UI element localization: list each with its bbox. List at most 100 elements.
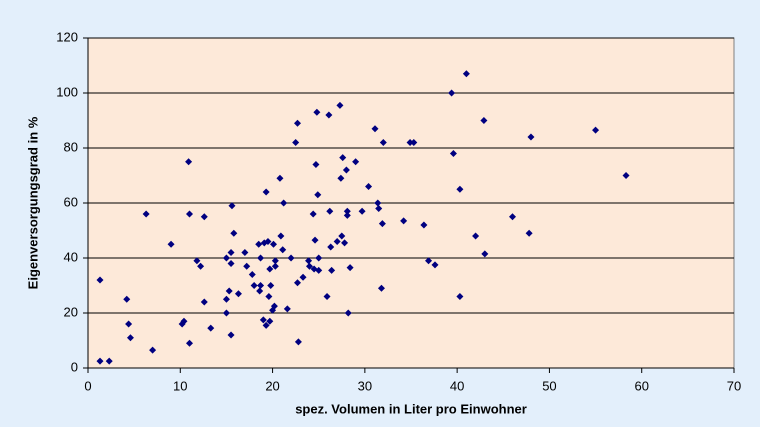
data-point <box>315 266 323 274</box>
data-point <box>234 290 242 298</box>
data-point <box>312 161 320 168</box>
data-point <box>328 266 336 274</box>
data-point <box>256 287 264 295</box>
data-point <box>406 139 414 146</box>
data-point <box>371 125 379 133</box>
data-point <box>193 257 201 265</box>
data-point <box>269 240 277 248</box>
data-point <box>326 207 334 215</box>
data-point <box>243 262 251 270</box>
data-point <box>222 254 230 262</box>
data-point <box>622 172 630 179</box>
x-tick-label: 30 <box>358 378 372 393</box>
data-point <box>456 185 464 193</box>
data-point <box>267 282 275 289</box>
data-point <box>305 262 313 270</box>
data-point <box>262 321 270 329</box>
data-point <box>449 150 457 157</box>
data-point <box>230 229 238 237</box>
data-point <box>293 279 301 287</box>
data-point <box>266 265 274 273</box>
data-point <box>186 210 194 218</box>
data-point <box>125 320 133 328</box>
data-point <box>456 293 464 300</box>
data-point <box>294 338 302 346</box>
data-point <box>279 246 287 254</box>
data-point <box>222 309 230 317</box>
x-tick-label: 50 <box>542 378 556 393</box>
data-point <box>327 243 335 251</box>
data-point <box>400 217 408 225</box>
y-tick-label: 0 <box>71 359 78 374</box>
data-point <box>228 202 236 210</box>
data-point <box>200 298 208 306</box>
data-point <box>262 188 270 196</box>
data-point <box>448 89 456 97</box>
data-point <box>525 229 533 237</box>
data-point <box>96 276 104 284</box>
x-tick-label: 20 <box>265 378 279 393</box>
data-point <box>123 295 131 303</box>
data-point <box>227 249 235 256</box>
data-point <box>325 111 333 119</box>
data-point <box>197 262 205 270</box>
data-point <box>336 101 344 109</box>
y-tick-label: 100 <box>56 84 78 99</box>
data-point <box>222 295 230 303</box>
data-point <box>167 240 175 248</box>
y-axis-title: Eigenversorgungsgrad in % <box>25 116 40 289</box>
data-point <box>142 210 150 218</box>
data-point <box>337 174 345 182</box>
data-point <box>420 221 428 229</box>
data-point <box>200 213 208 221</box>
y-tick-label: 60 <box>64 194 78 209</box>
x-tick-label: 70 <box>727 378 741 393</box>
data-point <box>227 260 235 267</box>
data-point <box>314 191 322 199</box>
data-point <box>185 158 193 166</box>
data-point <box>341 239 349 247</box>
data-point <box>431 261 439 269</box>
data-point <box>342 166 350 174</box>
data-point <box>270 302 278 310</box>
data-point <box>480 117 488 124</box>
data-point <box>377 284 385 292</box>
data-point <box>250 282 258 289</box>
data-point <box>309 210 317 218</box>
data-point <box>315 254 323 262</box>
data-point <box>180 317 188 325</box>
data-point <box>105 357 113 365</box>
data-point <box>343 211 351 219</box>
data-point <box>225 287 233 295</box>
data-point <box>287 254 295 262</box>
x-tick-label: 60 <box>634 378 648 393</box>
data-point <box>241 249 249 256</box>
data-point <box>265 293 273 300</box>
data-point <box>374 199 382 207</box>
x-tick-label: 0 <box>84 378 91 393</box>
data-point <box>358 207 366 215</box>
data-point <box>255 240 263 248</box>
data-point <box>186 339 194 347</box>
data-point <box>266 317 274 325</box>
data-point <box>259 316 267 324</box>
data-point <box>592 126 600 134</box>
data-point <box>378 220 386 228</box>
data-point <box>126 334 134 342</box>
data-point <box>527 133 535 141</box>
data-point <box>276 174 284 182</box>
data-point <box>462 70 470 78</box>
data-point <box>375 205 383 212</box>
x-tick-label: 10 <box>173 378 187 393</box>
data-point <box>207 324 215 332</box>
y-tick-label: 40 <box>64 249 78 264</box>
data-point <box>509 213 517 221</box>
data-point <box>472 232 480 240</box>
data-point <box>293 119 301 127</box>
data-point <box>299 273 307 281</box>
y-tick-label: 20 <box>64 304 78 319</box>
x-tick-label: 40 <box>450 378 464 393</box>
data-point <box>227 331 235 339</box>
